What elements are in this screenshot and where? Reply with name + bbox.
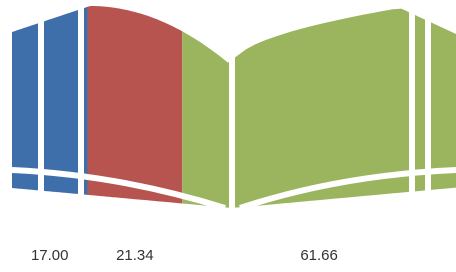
value-label: 21.34 [116,247,154,264]
book-segment [12,7,88,195]
chart: 17.00 21.34 61.66 [0,0,456,272]
book-segment [88,6,183,204]
value-label: 61.66 [300,247,338,264]
labels: 17.00 21.34 61.66 [31,247,338,264]
page: 17.0021.3461.66 (() => { const data = JS… [0,0,456,272]
value-label: 17.00 [31,247,69,264]
